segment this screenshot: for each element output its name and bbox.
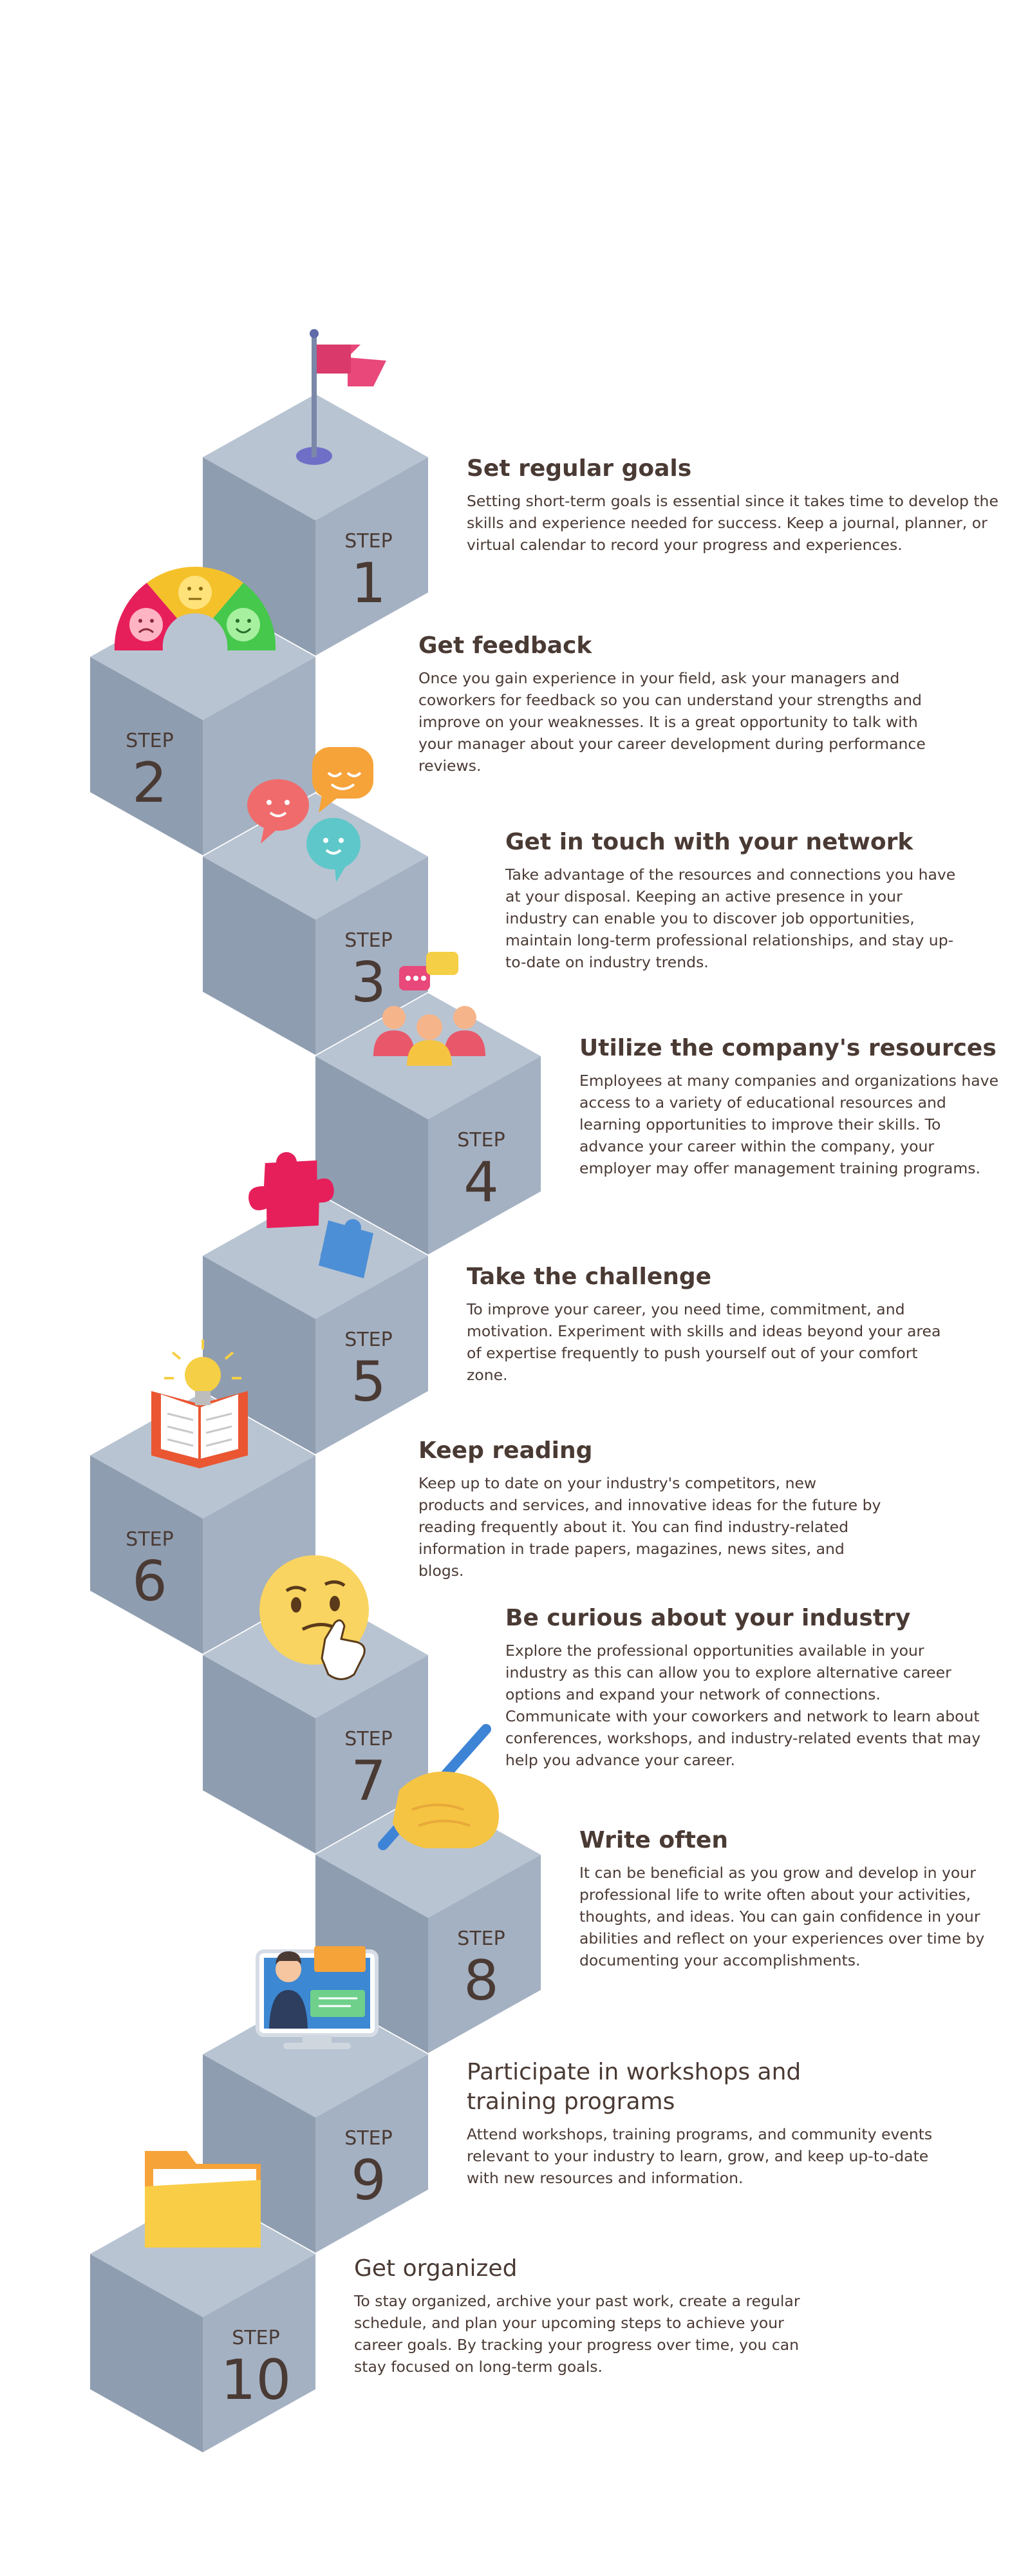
puzzle-icon	[248, 1152, 373, 1278]
step-number-label: 9	[351, 2148, 386, 2213]
step-cube	[315, 993, 541, 1255]
step-2-body: Once you gain experience in your field, …	[418, 669, 926, 775]
step-10-text: Get organized To stay organized, archive…	[354, 2254, 830, 2378]
cube-top-face	[203, 1193, 428, 1319]
cube-right-face	[428, 1855, 541, 2053]
step-6-body: Keep up to date on your industry's compe…	[418, 1474, 881, 1580]
step-word-label: STEP	[344, 1728, 392, 1750]
step-number-label: 8	[464, 1949, 499, 2013]
step-2-title: Get feedback	[418, 632, 592, 659]
book-lightbulb-icon	[151, 1340, 248, 1468]
step-6-text: Keep reading Keep up to date on your ind…	[418, 1436, 882, 1582]
step-1-body: Setting short-term goals is essential si…	[467, 492, 998, 554]
step-7-title: Be curious about your industry	[505, 1605, 911, 1631]
step-4-body: Employees at many companies and organiza…	[579, 1072, 999, 1177]
step-number-label: 5	[351, 1350, 386, 1414]
folder-icon	[145, 2151, 261, 2248]
chat-bubbles-icon	[247, 747, 373, 882]
cube-right-face	[315, 857, 428, 1055]
step-number-label: 6	[132, 1549, 167, 1614]
step-icons	[114, 329, 499, 2248]
cube-right-face	[203, 2254, 315, 2452]
step-7-body: Explore the professional opportunities a…	[505, 1642, 981, 1769]
step-9-title: Participate in workshops and training pr…	[467, 2059, 801, 2115]
step-number-label: 4	[464, 1150, 499, 1215]
step-3-title: Get in touch with your network	[505, 829, 913, 855]
step-3-text: Get in touch with your network Take adva…	[505, 828, 969, 973]
step-10-body: To stay organized, archive your past wor…	[354, 2292, 800, 2376]
step-word-label: STEP	[344, 2127, 392, 2150]
step-7-text: Be curious about your industry Explore t…	[505, 1604, 982, 1771]
cube-right-face	[315, 2054, 428, 2253]
step-labels: STEP1STEP2STEP3STEP4STEP5STEP6STEP7STEP8…	[126, 530, 505, 2412]
step-number-label: 2	[132, 751, 167, 815]
step-word-label: STEP	[457, 1927, 505, 1950]
step-9-body: Attend workshops, training programs, and…	[467, 2125, 933, 2187]
step-8-body: It can be beneficial as you grow and dev…	[579, 1864, 985, 1969]
step-5-body: To improve your career, you need time, c…	[467, 1300, 941, 1384]
step-number-label: 3	[351, 951, 386, 1015]
cube-right-face	[315, 1256, 428, 1454]
step-6-title: Keep reading	[418, 1437, 593, 1464]
step-1-text: Set regular goals Setting short-term goa…	[467, 454, 1001, 556]
step-word-label: STEP	[232, 2327, 279, 2349]
step-number-label: 1	[351, 551, 386, 616]
cube-right-face	[315, 457, 428, 656]
step-8-text: Write often It can be beneficial as you …	[579, 1826, 1004, 1971]
step-word-label: STEP	[344, 1329, 392, 1351]
step-8-title: Write often	[579, 1827, 728, 1853]
thinking-face-icon	[259, 1555, 369, 1680]
cube-left-face	[203, 1655, 315, 1853]
cube-left-face	[315, 1056, 428, 1255]
cube-left-face	[90, 2254, 203, 2452]
step-word-label: STEP	[344, 530, 392, 553]
video-call-icon	[256, 1946, 379, 2049]
team-icon	[373, 952, 485, 1066]
cube-left-face	[90, 657, 203, 855]
step-word-label: STEP	[457, 1129, 505, 1151]
step-10-title: Get organized	[354, 2255, 518, 2282]
step-2-text: Get feedback Once you gain experience in…	[418, 631, 953, 777]
step-1-title: Set regular goals	[467, 455, 692, 482]
step-3-body: Take advantage of the resources and conn…	[505, 866, 956, 971]
step-word-label: STEP	[126, 1528, 173, 1551]
step-number-label: 7	[351, 1749, 386, 1814]
step-5-title: Take the challenge	[467, 1264, 712, 1290]
step-4-title: Utilize the company's resources	[579, 1035, 997, 1061]
step-9-text: Participate in workshops and training pr…	[467, 2058, 943, 2189]
cube-left-face	[203, 857, 315, 1055]
step-4-text: Utilize the company's resources Employee…	[579, 1034, 1004, 1179]
step-number-label: 10	[221, 2348, 291, 2412]
step-word-label: STEP	[126, 730, 173, 752]
step-word-label: STEP	[344, 929, 392, 952]
flag-icon	[296, 329, 386, 465]
feedback-meter-icon	[114, 567, 276, 650]
step-5-text: Take the challenge To improve your caree…	[467, 1262, 943, 1386]
writing-hand-icon	[378, 1724, 499, 1850]
cube-left-face	[90, 1455, 203, 1654]
cube-right-face	[428, 1056, 541, 1255]
